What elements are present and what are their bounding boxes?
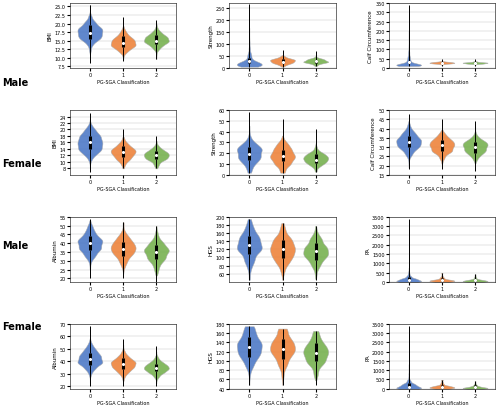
Y-axis label: Calf Circumference: Calf Circumference xyxy=(371,117,376,169)
Point xyxy=(438,143,446,149)
Point xyxy=(404,277,412,284)
Point xyxy=(312,59,320,66)
Text: Female: Female xyxy=(2,159,42,169)
Y-axis label: BMI: BMI xyxy=(52,138,58,148)
Y-axis label: HGS: HGS xyxy=(209,244,214,256)
Point xyxy=(152,38,160,45)
Text: Female: Female xyxy=(2,322,42,332)
Y-axis label: Calf Circumference: Calf Circumference xyxy=(368,10,373,63)
Point xyxy=(404,60,412,66)
Point xyxy=(278,247,286,253)
Point xyxy=(278,154,286,160)
Point xyxy=(86,241,94,247)
Point xyxy=(438,384,446,390)
Point xyxy=(246,152,254,158)
Point xyxy=(152,364,160,371)
Y-axis label: PA: PA xyxy=(365,247,370,253)
X-axis label: PG-SGA Classification: PG-SGA Classification xyxy=(256,187,309,192)
Y-axis label: Albumin: Albumin xyxy=(52,345,58,368)
Point xyxy=(312,249,320,255)
Point xyxy=(278,346,286,353)
Point xyxy=(86,356,94,362)
X-axis label: PG-SGA Classification: PG-SGA Classification xyxy=(97,80,150,85)
Point xyxy=(86,31,94,37)
X-axis label: PG-SGA Classification: PG-SGA Classification xyxy=(97,293,150,298)
Point xyxy=(119,361,127,367)
Point xyxy=(278,59,286,66)
Point xyxy=(471,60,479,67)
Point xyxy=(152,153,160,159)
Y-axis label: Albumin: Albumin xyxy=(52,239,58,261)
Point xyxy=(438,277,446,284)
X-axis label: PG-SGA Classification: PG-SGA Classification xyxy=(256,400,309,405)
Point xyxy=(438,60,446,67)
X-axis label: PG-SGA Classification: PG-SGA Classification xyxy=(256,80,309,85)
Point xyxy=(471,145,479,151)
X-axis label: PG-SGA Classification: PG-SGA Classification xyxy=(416,400,468,405)
Point xyxy=(312,350,320,356)
X-axis label: PG-SGA Classification: PG-SGA Classification xyxy=(256,293,309,298)
X-axis label: PG-SGA Classification: PG-SGA Classification xyxy=(97,187,150,192)
Point xyxy=(86,140,94,146)
Point xyxy=(312,157,320,164)
Y-axis label: HGS: HGS xyxy=(209,351,214,362)
X-axis label: PG-SGA Classification: PG-SGA Classification xyxy=(97,400,150,405)
Y-axis label: Strength: Strength xyxy=(212,131,217,155)
Point xyxy=(471,277,479,284)
Point xyxy=(152,249,160,256)
Point xyxy=(119,41,127,47)
Point xyxy=(119,149,127,156)
X-axis label: PG-SGA Classification: PG-SGA Classification xyxy=(416,80,468,85)
Text: Male: Male xyxy=(2,240,29,250)
Y-axis label: BMI: BMI xyxy=(48,32,53,41)
Text: Male: Male xyxy=(2,77,29,87)
Y-axis label: PA: PA xyxy=(365,353,370,360)
Point xyxy=(404,384,412,390)
Point xyxy=(246,243,254,249)
Point xyxy=(471,384,479,390)
Point xyxy=(246,59,254,65)
Point xyxy=(404,139,412,145)
Y-axis label: Strength: Strength xyxy=(209,25,214,48)
Point xyxy=(119,246,127,252)
X-axis label: PG-SGA Classification: PG-SGA Classification xyxy=(416,293,468,298)
X-axis label: PG-SGA Classification: PG-SGA Classification xyxy=(416,187,468,192)
Point xyxy=(246,344,254,350)
